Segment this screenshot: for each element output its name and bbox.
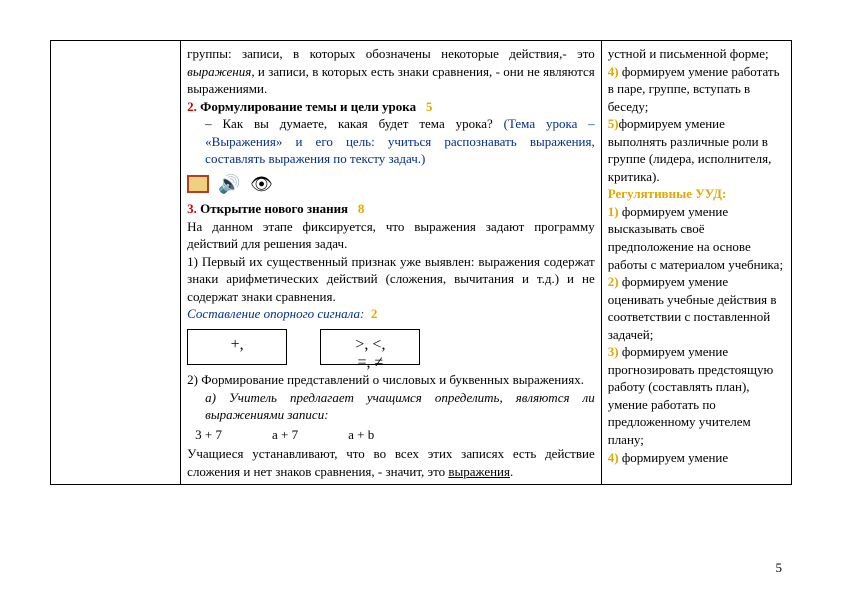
section-2-body: – Как вы думаете, какая будет тема урока… (205, 115, 595, 168)
line: 2) формируем умение оценивать учебные де… (608, 273, 785, 343)
sound-icon: 🔊 (218, 172, 240, 196)
item-1: 1) Первый их существенный признак уже вы… (187, 253, 595, 306)
expr-1: 3 + 7 (195, 426, 222, 444)
picture-icon (187, 175, 209, 193)
text: формируем умение высказывать своё предпо… (608, 204, 783, 272)
term-underlined: выражения (448, 464, 510, 479)
section-time: 5 (426, 99, 433, 114)
line: 1) формируем умение высказывать своё пре… (608, 203, 785, 273)
term-vyrazheniya: выражения (187, 64, 251, 79)
sub-a: а) Учитель предлагает учащимся определит… (205, 389, 595, 424)
text: формируем умение оценивать учебные дейст… (608, 274, 777, 342)
expr-2: а + 7 (272, 426, 298, 444)
line: 5)формируем умение выполнять различные р… (608, 115, 785, 185)
list-number: 5) (608, 116, 619, 131)
signal-heading: Составление опорного сигнала: 2 (187, 305, 595, 323)
text: формируем умение работать в паре, группе… (608, 64, 780, 114)
right-cell: устной и письменной форме; 4) формируем … (601, 41, 791, 485)
left-cell (51, 41, 181, 485)
section-title: Формулирование темы и цели урока (200, 99, 416, 114)
item-2: 2) Формирование представлений о числовых… (187, 371, 595, 389)
section-number: 2. (187, 99, 200, 114)
signal-time: 2 (371, 306, 378, 321)
list-number: 3) (608, 344, 619, 359)
list-number: 1) (608, 204, 619, 219)
expressions-row: 3 + 7 а + 7 а + b (195, 426, 595, 444)
section-3-intro: На данном этапе фиксируется, что выражен… (187, 218, 595, 253)
section-time: 8 (358, 201, 365, 216)
box-text: >, <, (355, 336, 385, 353)
list-number: 4) (608, 64, 619, 79)
middle-cell: группы: записи, в которых обозначены нек… (181, 41, 602, 485)
section-title: Открытие нового знания (200, 201, 348, 216)
line: устной и письменной форме; (608, 45, 785, 63)
signal-box-compare: >, <, =, ≠ (320, 329, 420, 365)
text: . (510, 464, 513, 479)
text: формируем умение прогнозировать предстоя… (608, 344, 774, 447)
question-text: – Как вы думаете, какая будет тема урока… (205, 116, 503, 131)
expr-3: а + b (348, 426, 374, 444)
text: формируем умение (619, 450, 729, 465)
conclusion: Учащиеся устанавливают, что во всех этих… (187, 445, 595, 480)
text: группы: записи, в которых обозначены нек… (187, 46, 595, 61)
line: 4) формируем умение (608, 449, 785, 467)
page-number: 5 (776, 559, 783, 577)
text: Учащиеся устанавливают, что во всех этих… (187, 446, 595, 479)
content-table: группы: записи, в которых обозначены нек… (50, 40, 792, 485)
reg-heading: Регулятивные УУД: (608, 185, 785, 203)
section-2-heading: 2. Формулирование темы и цели урока 5 (187, 98, 595, 116)
eye-icon: 👁 (250, 172, 273, 196)
paragraph-groups: группы: записи, в которых обозначены нек… (187, 45, 595, 98)
list-number: 4) (608, 450, 619, 465)
box-text: +, (231, 336, 244, 353)
signal-boxes: +, >, <, =, ≠ (187, 329, 595, 365)
section-3-heading: 3. Открытие нового знания 8 (187, 200, 595, 218)
page: группы: записи, в которых обозначены нек… (0, 0, 842, 595)
line: 4) формируем умение работать в паре, гру… (608, 63, 785, 116)
box-text: =, ≠ (358, 354, 384, 371)
line: 3) формируем умение прогнозировать предс… (608, 343, 785, 448)
icon-row: 🔊 👁 (187, 172, 595, 196)
signal-label: Составление опорного сигнала: (187, 306, 364, 321)
section-number: 3. (187, 201, 200, 216)
list-number: 2) (608, 274, 619, 289)
signal-box-plus: +, (187, 329, 287, 365)
text: формируем умение выполнять различные рол… (608, 116, 772, 184)
